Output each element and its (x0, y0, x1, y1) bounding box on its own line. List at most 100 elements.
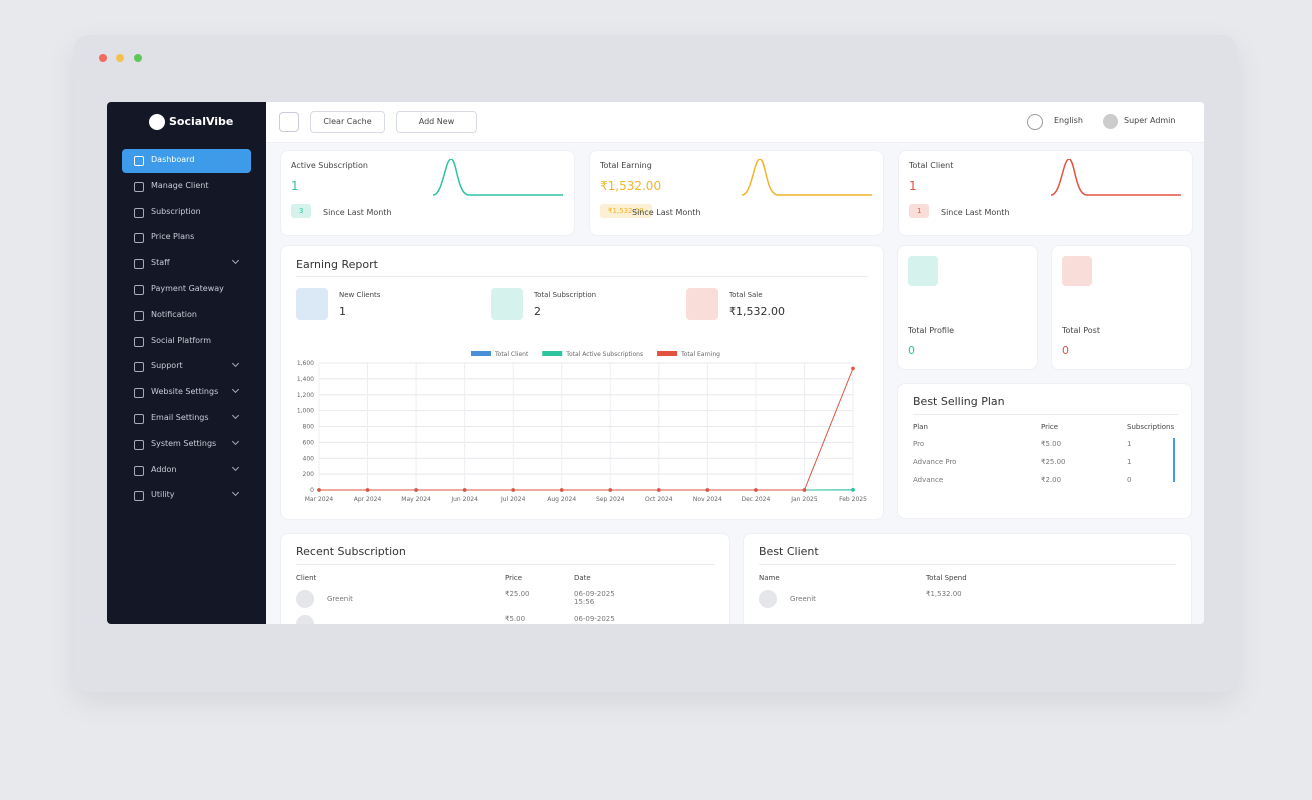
section-title: Best Selling Plan (913, 395, 1005, 408)
x-tick-label: Jun 2024 (450, 496, 478, 503)
table-cell: Advance (913, 476, 944, 484)
add-new-button[interactable]: Add New (396, 111, 477, 133)
menu-item (134, 388, 144, 399)
menu-label[interactable]: Price Plans (151, 232, 195, 242)
menu-label[interactable]: Notification (151, 309, 197, 319)
stat-badge: 1 (909, 204, 930, 218)
stat-value: 1 (339, 305, 346, 318)
sparkline (433, 159, 563, 196)
data-point (608, 488, 613, 492)
section-title: Best Client (759, 545, 819, 558)
y-tick-label: 200 (303, 471, 315, 478)
table-cell: ₹2.00 (1041, 476, 1062, 484)
data-point (705, 488, 710, 492)
data-point (657, 488, 661, 492)
globe-icon (1027, 114, 1043, 130)
table-cell: 1 (1127, 458, 1132, 466)
client-avatar (296, 590, 314, 608)
user-menu[interactable]: Super Admin (1124, 116, 1176, 125)
data-point (559, 488, 564, 492)
menu-item (134, 491, 144, 502)
divider (296, 276, 868, 277)
x-tick-label: Oct 2024 (645, 496, 673, 503)
stat-title: Total Earning (600, 161, 652, 170)
column-header: Client (296, 574, 317, 582)
menu-label[interactable]: Website Settings (151, 387, 219, 397)
sparkline-chart (742, 159, 872, 196)
data-point (414, 488, 418, 492)
profile-card: Total Profile 0 (897, 245, 1038, 370)
stat-note: Since Last Month (941, 208, 1010, 217)
price: ₹5.00 (505, 615, 526, 623)
x-tick-label: May 2024 (401, 496, 431, 503)
divider (759, 564, 1176, 565)
data-point (317, 488, 321, 492)
stat-note: Since Last Month (323, 208, 392, 217)
app: SocialVibe Dashboard Manage Client Subscri… (107, 102, 1204, 624)
best-client-card: Best Client Name Total Spend Greenit ₹1,532.… (743, 533, 1192, 624)
menu-label[interactable]: Addon (151, 464, 177, 474)
section-title: Recent Subscription (296, 545, 406, 558)
x-tick-label: Mar 2024 (305, 496, 334, 503)
column-header: Name (759, 574, 780, 582)
best-selling-card: Best Selling Plan Plan Price Subscriptions P… (897, 383, 1192, 519)
x-tick-label: Jan 2025 (790, 496, 818, 503)
menu-label[interactable]: Manage Client (151, 180, 209, 190)
menu-item (134, 439, 144, 450)
column-header: Price (505, 574, 523, 582)
menu-label[interactable]: System Settings (151, 438, 217, 448)
client-avatar (759, 590, 777, 608)
table-cell: Pro (913, 440, 925, 448)
profile-label: Total Profile (908, 326, 955, 335)
menu-label[interactable]: Utility (151, 490, 175, 500)
earning-report-card: Earning Report New Clients 1 Total Subscrip… (280, 245, 884, 520)
y-tick-label: 1,200 (297, 392, 314, 399)
sidebar: SocialVibe Dashboard Manage Client Subscri… (107, 102, 266, 624)
menu-label[interactable]: Dashboard (151, 155, 195, 164)
profile-icon (1062, 256, 1092, 286)
legend-swatch (657, 351, 678, 356)
column-header: Subscriptions (1127, 423, 1175, 431)
stat-label: Total Subscription (534, 291, 597, 299)
stat-card: Active Subscription 1 3 Since Last Month (280, 150, 575, 236)
x-tick-label: Aug 2024 (547, 496, 576, 503)
stat-value: 2 (534, 305, 541, 318)
column-header: Price (1041, 423, 1059, 431)
clear-cache-button[interactable]: Clear Cache (310, 111, 385, 133)
menu-label[interactable]: Support (151, 361, 183, 371)
series-line (319, 368, 854, 491)
menu-item (134, 310, 144, 321)
price: ₹25.00 (505, 590, 530, 598)
x-tick-label: Sep 2024 (596, 496, 625, 503)
menu-label[interactable]: Email Settings (151, 413, 209, 422)
y-tick-label: 1,600 (297, 360, 314, 367)
y-tick-label: 400 (303, 455, 315, 462)
date: 06-09-2025 15:56 (574, 590, 615, 606)
sparkline-chart (1051, 159, 1181, 196)
menu-toggle[interactable] (279, 112, 299, 132)
stat-icon (686, 288, 718, 320)
table-cell: 1 (1127, 440, 1132, 448)
profile-card: Total Post 0 (1051, 245, 1192, 370)
menu-label[interactable]: Social Platform (151, 335, 211, 345)
menu-label[interactable]: Subscription (151, 206, 201, 216)
menu-item (134, 414, 144, 424)
legend-label: Total Client (494, 351, 529, 358)
profile-value: 0 (1062, 344, 1069, 357)
table-cell: ₹5.00 (1041, 440, 1062, 448)
language-select[interactable]: English (1054, 116, 1083, 125)
stat-value: 1 (909, 179, 917, 193)
sparkline (1051, 159, 1181, 196)
table-cell: 0 (1127, 476, 1132, 484)
brand: SocialVibe (169, 115, 234, 128)
x-tick-label: Jul 2024 (500, 496, 526, 503)
menu-item (134, 336, 144, 347)
menu-label[interactable]: Payment Gateway (151, 284, 224, 293)
sparkline-chart (433, 159, 563, 196)
window-controls (99, 54, 142, 62)
menu-label[interactable]: Staff (151, 258, 170, 268)
stat-value: ₹1,532.00 (600, 179, 662, 193)
section-title: Earning Report (296, 258, 378, 271)
stat-note: Since Last Month (632, 208, 701, 217)
